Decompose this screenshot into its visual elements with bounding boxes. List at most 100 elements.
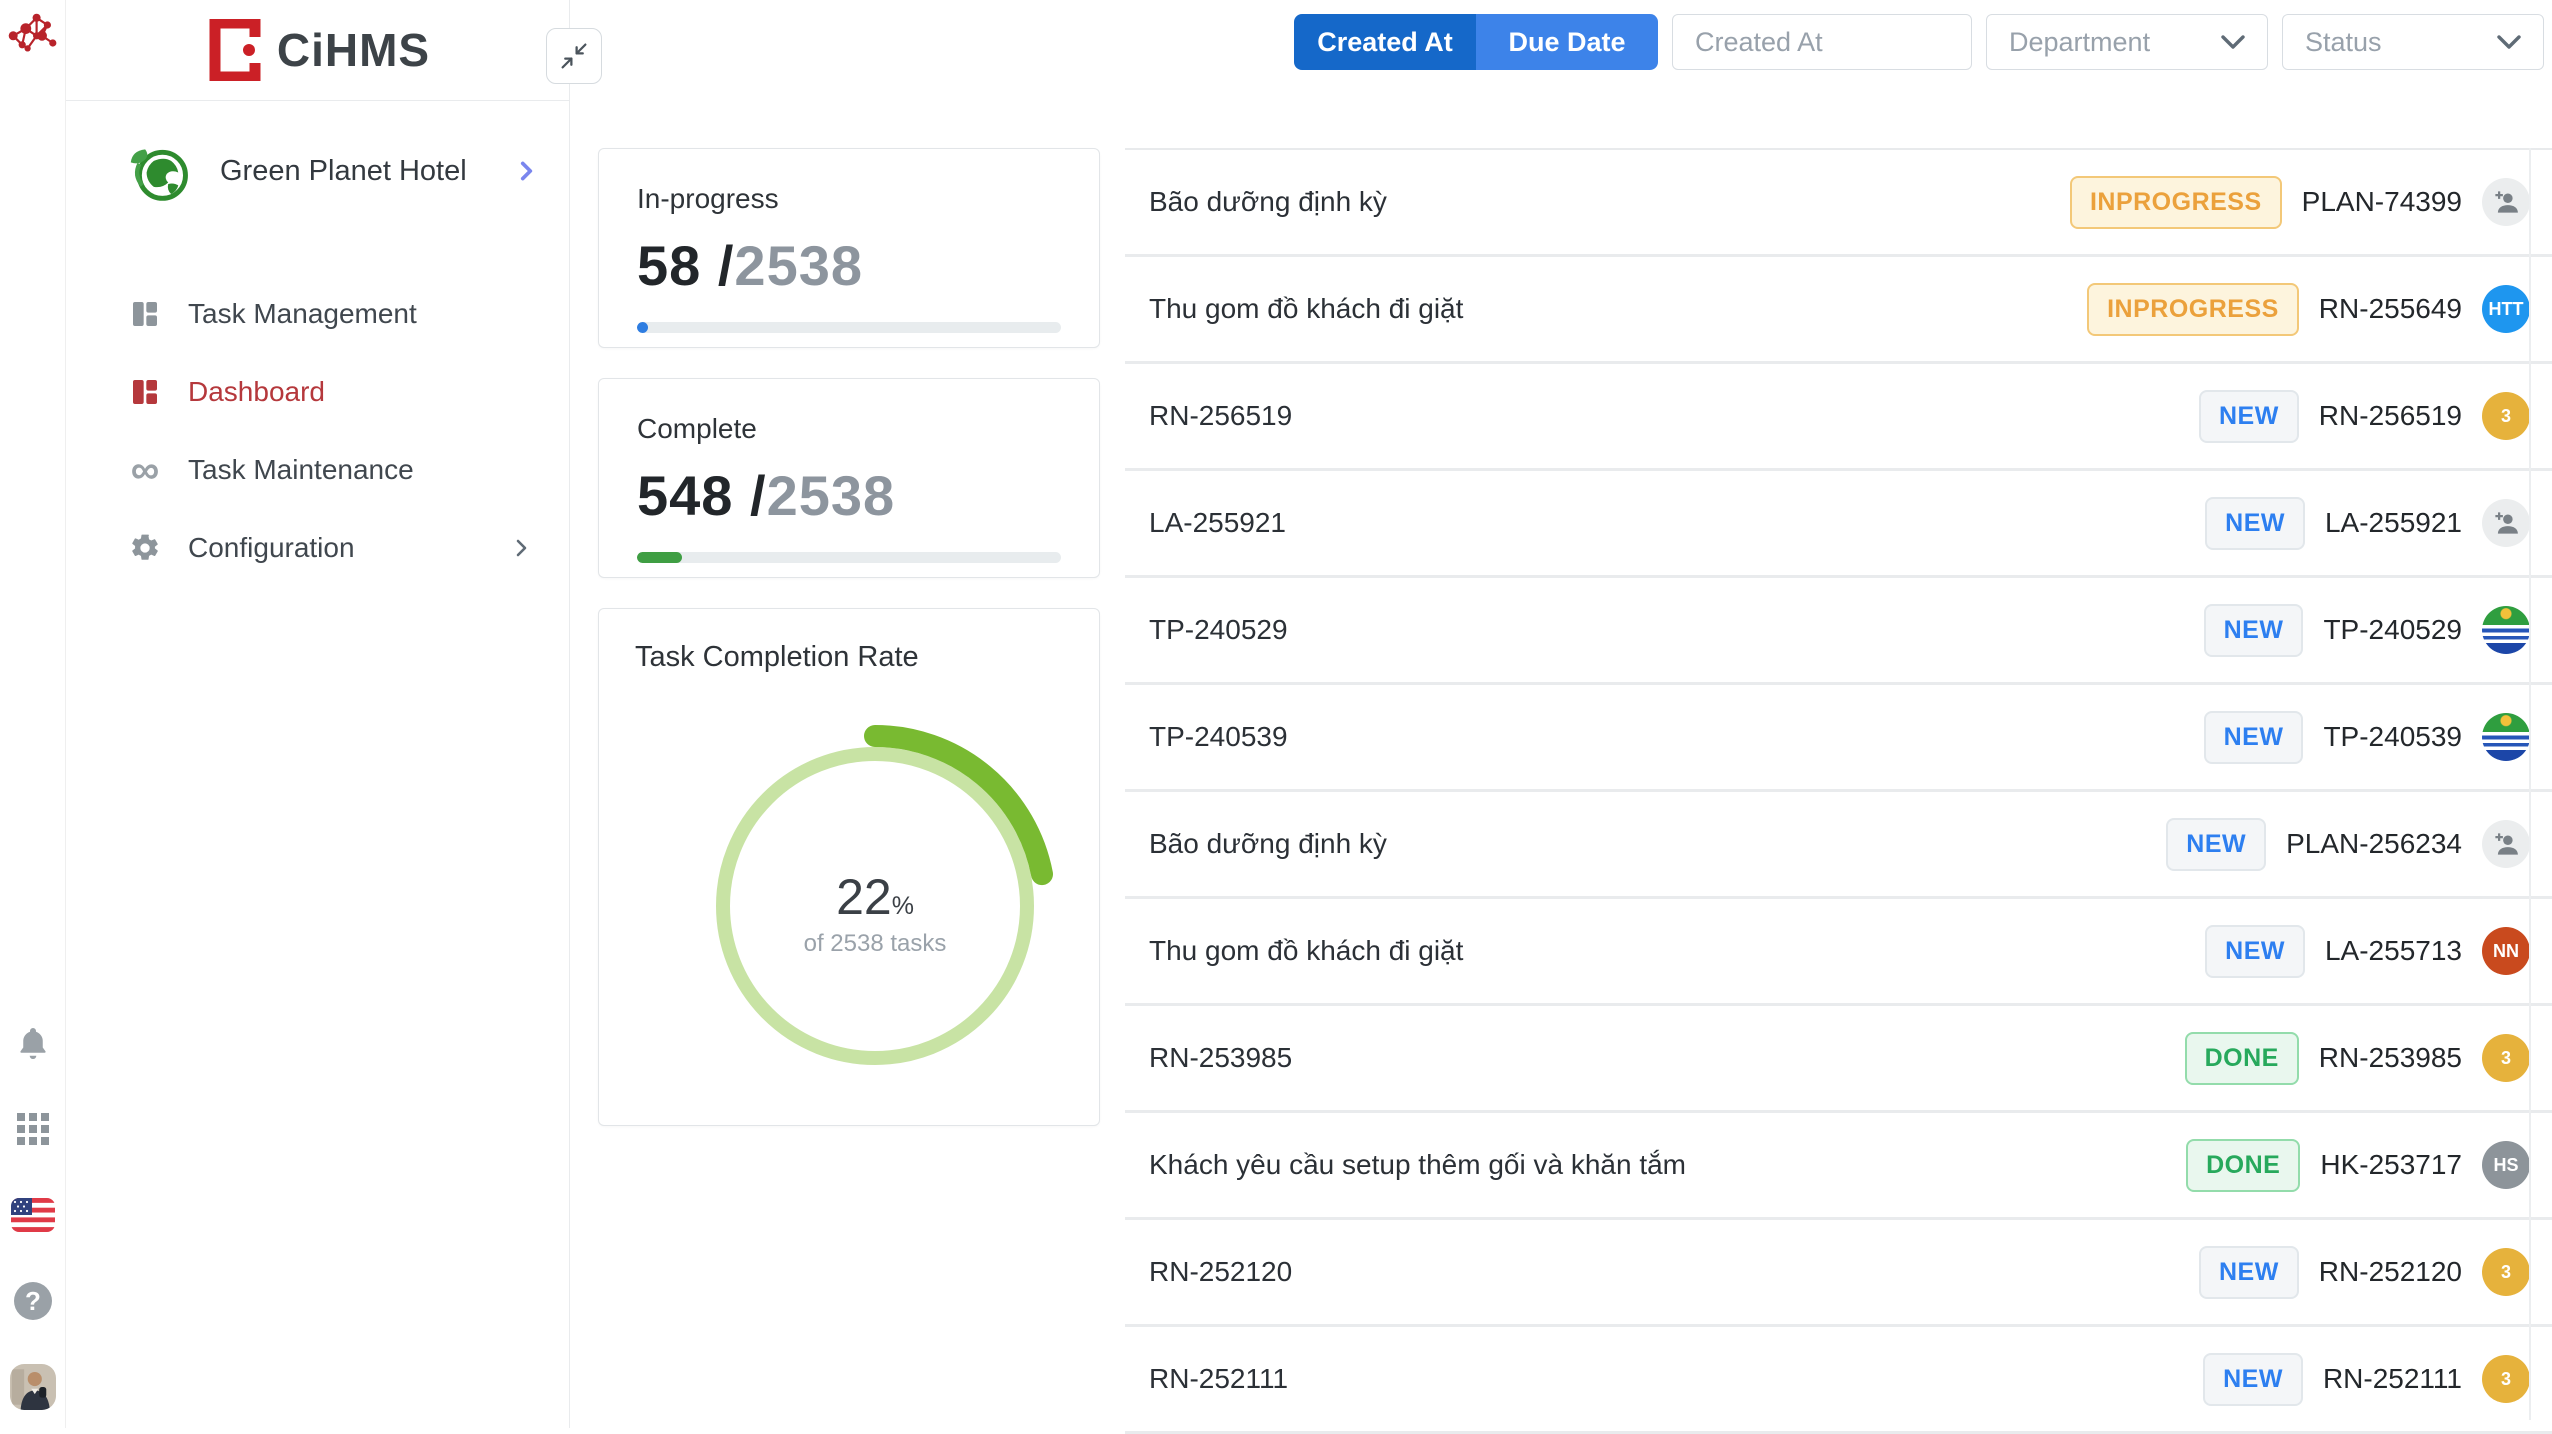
question-mark-icon: ? <box>14 1282 52 1320</box>
task-row-meta: DONE HK-253717 HS <box>2186 1138 2530 1192</box>
gear-icon <box>128 531 162 565</box>
cihms-door-logo-icon <box>209 19 265 81</box>
in-progress-card: In-progress 58 /2538 <box>598 148 1100 348</box>
completion-subtitle: of 2538 tasks <box>803 930 947 957</box>
count-total: 2538 <box>734 234 863 297</box>
kpi-column: In-progress 58 /2538 Complete 548 /2538 … <box>598 148 1100 1126</box>
toggle-created-at[interactable]: Created At <box>1294 14 1476 70</box>
task-row[interactable]: Khách yêu cầu setup thêm gối và khăn tắm… <box>1125 1113 2552 1220</box>
task-row-meta: NEW LA-255713 NN <box>2205 924 2530 978</box>
chevron-right-icon <box>520 161 533 181</box>
count-separator: / <box>701 234 735 297</box>
status-badge: NEW <box>2203 1352 2303 1406</box>
panels-icon <box>128 297 162 331</box>
task-row-meta: NEW RN-256519 3 <box>2198 389 2530 443</box>
company-network-logo-icon[interactable] <box>6 8 60 60</box>
assignee-avatar[interactable]: 3 <box>2482 1355 2530 1403</box>
user-profile-avatar[interactable] <box>10 1364 56 1410</box>
status-badge: DONE <box>2184 1031 2299 1085</box>
task-id: TP-240529 <box>2323 614 2462 645</box>
bell-icon <box>20 1028 46 1060</box>
add-assignee-icon[interactable] <box>2482 820 2530 868</box>
assignee-avatar[interactable]: HS <box>2482 1141 2530 1189</box>
language-selector[interactable] <box>10 1192 56 1238</box>
progress-track <box>637 322 1061 333</box>
sidebar-item-configuration[interactable]: Configuration <box>66 509 569 587</box>
team-flag-avatar[interactable] <box>2482 606 2530 654</box>
in-progress-count: 58 /2538 <box>637 233 1061 298</box>
task-row[interactable]: TP-240529 NEW TP-240529 <box>1125 578 2552 685</box>
apps-menu-button[interactable] <box>10 1106 56 1152</box>
scrollbar-track[interactable] <box>2529 148 2531 1420</box>
complete-count: 548 /2538 <box>637 463 1061 528</box>
task-id: RN-252120 <box>2318 1256 2462 1287</box>
sidebar-menu: Task Management Dashboard ∞ Task Mainten… <box>66 275 569 587</box>
app-rail: ? <box>0 0 66 1428</box>
task-row[interactable]: Thu gom đồ khách đi giặt INPROGRESS RN-2… <box>1125 257 2552 364</box>
status-badge: NEW <box>2203 710 2304 764</box>
task-title: Bão dưỡng định kỳ <box>1149 828 1387 859</box>
divider <box>66 100 569 101</box>
sidebar-item-dashboard[interactable]: Dashboard <box>66 353 569 431</box>
task-row[interactable]: TP-240539 NEW TP-240539 <box>1125 685 2552 792</box>
status-badge: NEW <box>2203 603 2304 657</box>
task-title: Khách yêu cầu setup thêm gối và khăn tắm <box>1149 1149 1686 1180</box>
task-row-meta: NEW RN-252111 3 <box>2203 1352 2530 1406</box>
assignee-avatar[interactable]: NN <box>2482 927 2530 975</box>
task-row[interactable]: Thu gom đồ khách đi giặt NEW LA-255713 N… <box>1125 899 2552 1006</box>
chevron-right-icon <box>516 539 527 557</box>
toggle-due-date[interactable]: Due Date <box>1476 14 1658 70</box>
assignee-avatar[interactable]: 3 <box>2482 392 2530 440</box>
sidebar-collapse-button[interactable] <box>546 28 602 84</box>
task-row[interactable]: Bão dưỡng định kỳ NEW PLAN-256234 <box>1125 792 2552 899</box>
task-row[interactable]: RN-256519 NEW RN-256519 3 <box>1125 364 2552 471</box>
task-id: TP-240539 <box>2323 721 2462 752</box>
add-assignee-icon[interactable] <box>2482 178 2530 226</box>
progress-fill <box>637 552 682 563</box>
task-completion-card: Task Completion Rate 22% of 2538 tasks <box>598 608 1100 1126</box>
status-badge: NEW <box>2205 924 2305 978</box>
task-title: Thu gom đồ khách đi giặt <box>1149 293 1464 324</box>
status-badge: NEW <box>2166 817 2267 871</box>
task-row-meta: INPROGRESS RN-255649 HTT <box>2087 282 2530 336</box>
hotel-name: Green Planet Hotel <box>220 154 467 187</box>
assignee-avatar[interactable]: HTT <box>2482 285 2530 333</box>
sidebar-item-task-maintenance[interactable]: ∞ Task Maintenance <box>66 431 569 509</box>
task-row[interactable]: RN-253985 DONE RN-253985 3 <box>1125 1006 2552 1113</box>
assignee-avatar[interactable]: 3 <box>2482 1034 2530 1082</box>
completion-donut-chart: 22% of 2538 tasks <box>635 680 1115 1120</box>
department-select[interactable]: Department <box>1986 14 2268 70</box>
task-title: RN-253985 <box>1149 1042 1293 1073</box>
status-select[interactable]: Status <box>2282 14 2544 70</box>
donut-center-label: 22% of 2538 tasks <box>635 868 1115 958</box>
task-row-meta: NEW TP-240529 <box>2203 603 2530 657</box>
percent-sign: % <box>891 892 914 920</box>
add-assignee-icon[interactable] <box>2482 499 2530 547</box>
date-mode-toggle: Created At Due Date <box>1294 14 1658 70</box>
task-row[interactable]: LA-255921 NEW LA-255921 <box>1125 471 2552 578</box>
status-badge: NEW <box>2198 389 2299 443</box>
created-at-date-field[interactable] <box>1672 14 1972 70</box>
status-badge: NEW <box>2205 496 2305 550</box>
team-flag-avatar[interactable] <box>2482 713 2530 761</box>
task-row[interactable]: RN-252120 NEW RN-252120 3 <box>1125 1220 2552 1327</box>
count-separator: / <box>733 464 767 527</box>
completion-percent: 22 <box>836 869 892 925</box>
task-id: LA-255713 <box>2324 935 2462 966</box>
task-title: Bão dưỡng định kỳ <box>1149 186 1387 217</box>
assignee-avatar[interactable]: 3 <box>2482 1248 2530 1296</box>
sidebar-item-task-management[interactable]: Task Management <box>66 275 569 353</box>
notifications-button[interactable] <box>10 1020 56 1066</box>
infinity-icon: ∞ <box>130 448 160 492</box>
status-badge: DONE <box>2186 1138 2301 1192</box>
hotel-selector[interactable]: Green Planet Hotel <box>66 101 569 237</box>
sidebar-item-label: Task Maintenance <box>188 454 414 485</box>
task-title: TP-240539 <box>1149 721 1288 752</box>
task-row-meta: NEW LA-255921 <box>2205 496 2530 550</box>
task-row[interactable]: RN-252111 NEW RN-252111 3 <box>1125 1327 2552 1434</box>
brand-logo[interactable]: CiHMS <box>66 0 569 100</box>
created-at-input[interactable] <box>1695 26 1949 58</box>
task-row-meta: NEW PLAN-256234 <box>2166 817 2530 871</box>
task-row[interactable]: Bão dưỡng định kỳ INPROGRESS PLAN-74399 <box>1125 150 2552 257</box>
help-button[interactable]: ? <box>10 1278 56 1324</box>
